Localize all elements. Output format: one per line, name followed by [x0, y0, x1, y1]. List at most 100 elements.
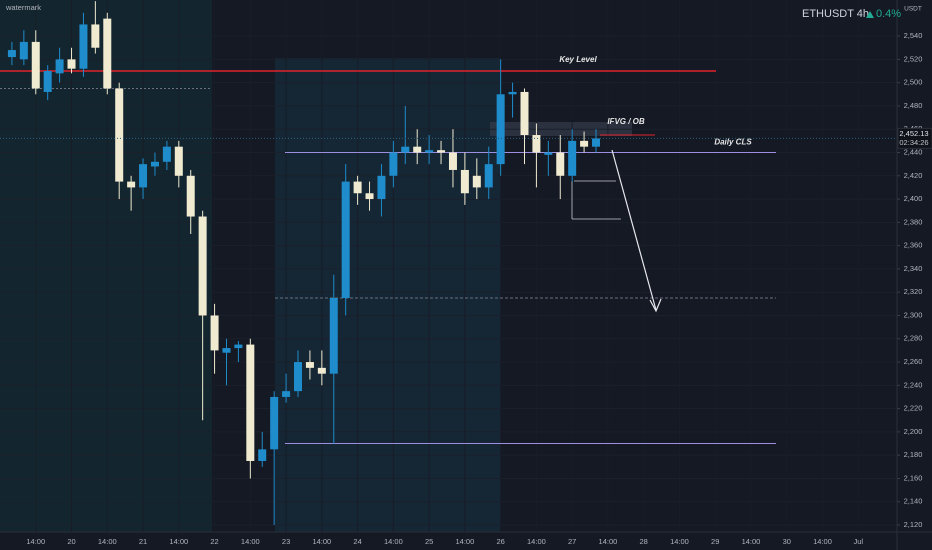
y-tick-label: 2,540 [904, 31, 923, 40]
candle-body [55, 59, 64, 74]
y-tick-label: 2,320 [904, 287, 923, 296]
countdown: 02:34:26 [899, 138, 928, 147]
y-tick-label: 2,340 [904, 264, 923, 273]
candle-body [43, 71, 52, 92]
candle-body [341, 181, 350, 299]
candle-body [246, 344, 255, 461]
candle-body [580, 140, 589, 147]
candle-body [150, 161, 159, 167]
y-tick-label: 2,420 [904, 171, 923, 180]
candle-body [79, 24, 88, 69]
x-tick-label: 22 [210, 537, 218, 546]
y-tick-label: 2,500 [904, 78, 923, 87]
candle-body [258, 449, 267, 461]
candle-body [186, 175, 195, 217]
candle-body [365, 193, 374, 200]
candle-body [592, 138, 601, 147]
x-tick-label: Jul [853, 537, 863, 546]
candle-body [520, 91, 529, 136]
candle-body [353, 181, 362, 194]
y-tick-label: 2,360 [904, 241, 923, 250]
change: 0.4% [876, 8, 901, 20]
shaded-zone [275, 58, 501, 532]
symbol: ETHUSDT 4h [802, 8, 869, 20]
x-tick-label: 14:00 [26, 537, 45, 546]
y-tick-label: 2,240 [904, 380, 923, 389]
candle-body [556, 152, 565, 176]
y-tick-label: 2,520 [904, 54, 923, 63]
y-tick-label: 2,380 [904, 217, 923, 226]
candle-body [7, 50, 16, 58]
y-tick-label: 2,200 [904, 427, 923, 436]
arrow-head [649, 298, 662, 313]
x-tick-label: 14:00 [98, 537, 117, 546]
candle-body [329, 298, 338, 374]
x-tick-label: 25 [425, 537, 433, 546]
y-tick-label: 2,300 [904, 310, 923, 319]
candle-body [413, 146, 422, 153]
x-tick-label: 28 [640, 537, 648, 546]
candle-body [317, 367, 326, 374]
y-tick-label: 2,400 [904, 194, 923, 203]
y-tick-label: 2,480 [904, 101, 923, 110]
y-tick-label: 2,180 [904, 450, 923, 459]
x-tick-label: 14:00 [813, 537, 832, 546]
candle-body [389, 152, 398, 176]
y-tick-label: 2,220 [904, 404, 923, 413]
candle-body [425, 150, 434, 153]
candle-body [377, 175, 386, 200]
candle-body [484, 164, 493, 188]
candle-body [67, 59, 76, 69]
y-tick-label: 2,260 [904, 357, 923, 366]
candle-body [448, 152, 457, 170]
y-tick-label: 2,140 [904, 497, 923, 506]
y-tick-label: 2,440 [904, 147, 923, 156]
x-tick-label: 29 [711, 537, 719, 546]
candle-body [222, 348, 231, 353]
y-tick-label: 2,120 [904, 520, 923, 529]
candle-body [532, 135, 541, 153]
candle-body [31, 41, 40, 89]
last-price-box [897, 127, 932, 149]
x-tick-label: 14:00 [670, 537, 689, 546]
x-tick-label: 14:00 [312, 537, 331, 546]
x-tick-label: 23 [282, 537, 290, 546]
last-price-label: 2,452.13 [899, 129, 928, 138]
candle-body [210, 315, 219, 351]
level-label: Daily CLS [714, 138, 752, 147]
candle-body [401, 146, 410, 153]
x-tick-label: 14:00 [599, 537, 618, 546]
candle-body [472, 175, 481, 188]
level-label: IFVG / OB [607, 117, 645, 126]
y-tick-label: 2,160 [904, 473, 923, 482]
candle-body [305, 362, 314, 368]
candle-body [91, 24, 100, 48]
x-tick-label: 14:00 [742, 537, 761, 546]
candle-body [270, 396, 279, 450]
x-tick-label: 14:00 [384, 537, 403, 546]
candle-body [198, 216, 207, 316]
x-tick-label: 30 [783, 537, 791, 546]
candle-body [234, 344, 243, 349]
x-tick-label: 24 [353, 537, 361, 546]
candle-body [544, 152, 553, 155]
currency: USDT [904, 6, 922, 13]
candle-body [19, 41, 28, 60]
x-tick-label: 14:00 [527, 537, 546, 546]
candle-body [508, 91, 517, 95]
up-icon [866, 11, 874, 18]
candle-body [127, 181, 136, 188]
level-label: Key Level [559, 55, 597, 64]
x-tick-label: 14:00 [241, 537, 260, 546]
x-tick-label: 27 [568, 537, 576, 546]
x-tick-label: 26 [496, 537, 504, 546]
y-tick-label: 2,280 [904, 334, 923, 343]
candle-body [460, 169, 469, 194]
x-tick-label: 14:00 [455, 537, 474, 546]
candle-body [568, 140, 577, 176]
candle-body [496, 94, 505, 165]
x-tick-label: 20 [67, 537, 75, 546]
candle-body [103, 18, 112, 89]
candle-body [174, 146, 183, 176]
